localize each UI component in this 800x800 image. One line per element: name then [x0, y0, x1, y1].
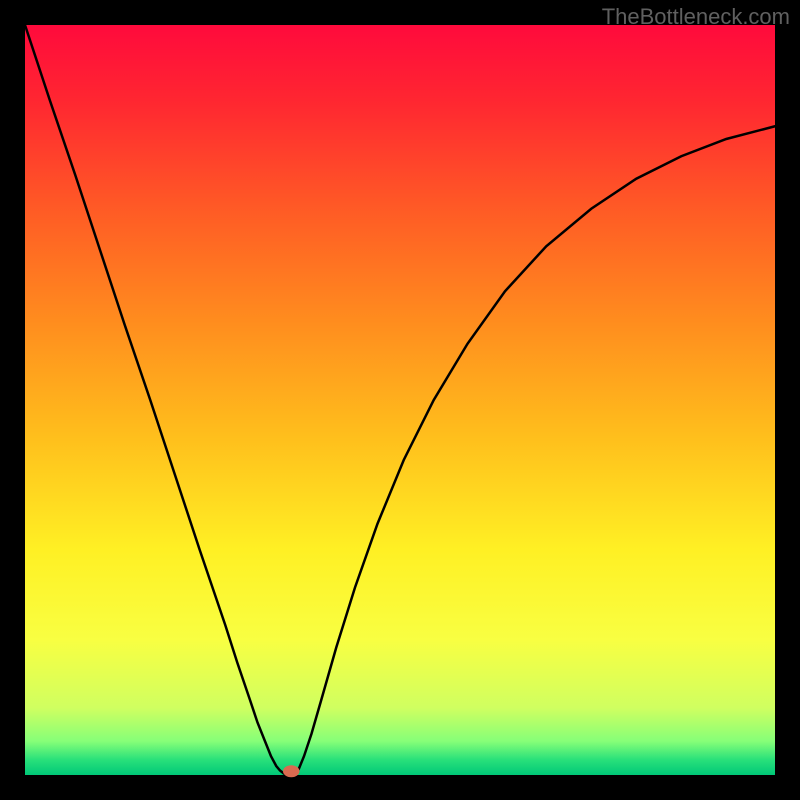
optimum-marker [283, 765, 300, 777]
watermark-text: TheBottleneck.com [602, 4, 790, 30]
bottleneck-chart: TheBottleneck.com [0, 0, 800, 800]
chart-background [25, 25, 775, 775]
chart-svg [0, 0, 800, 800]
